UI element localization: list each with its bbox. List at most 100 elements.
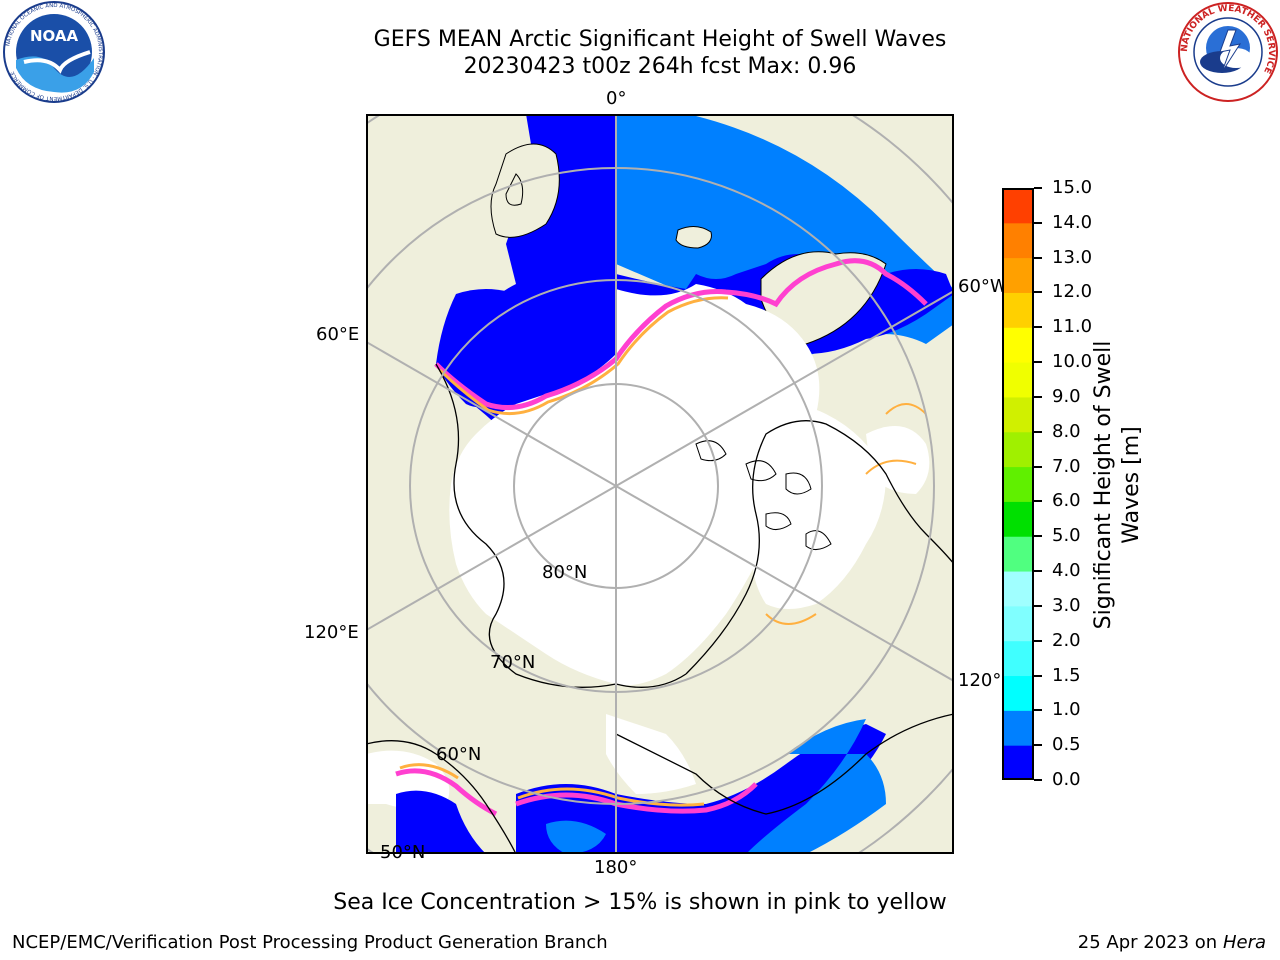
noaa-logo: NOAA NATIONAL OCEANIC AND ATMOSPHERIC AD… bbox=[3, 1, 105, 103]
swell-pacific-patches bbox=[546, 820, 606, 854]
meridian-120e bbox=[366, 485, 617, 632]
colorbar-tick-label: 4.0 bbox=[1052, 560, 1081, 582]
colorbar-tick-mark bbox=[1034, 361, 1042, 364]
colorbar-segment bbox=[1002, 745, 1034, 780]
colorbar-tick-mark bbox=[1034, 465, 1042, 468]
colorbar-tick-mark bbox=[1034, 187, 1042, 189]
colorbar-segment bbox=[1002, 536, 1034, 572]
sea-ice-note: Sea Ice Concentration > 15% is shown in … bbox=[333, 890, 947, 915]
colorbar-title-line1: Significant Height of Swell bbox=[1091, 340, 1116, 630]
ice-edge-atlantic-inner bbox=[438, 296, 729, 416]
credit-right: 25 Apr 2023 on Hera bbox=[1078, 932, 1266, 953]
arctic-sea-ice bbox=[449, 284, 820, 686]
colorbar-tick-mark bbox=[1034, 674, 1042, 677]
bering-ice bbox=[606, 714, 696, 794]
colorbar-tick-label: 14.0 bbox=[1052, 211, 1093, 233]
colorbar-segment bbox=[1002, 571, 1034, 607]
colorbar-tick-label: 15.0 bbox=[1052, 177, 1093, 198]
colorbar-segment bbox=[1002, 640, 1034, 677]
colorbar-tick-label: 6.0 bbox=[1052, 490, 1081, 512]
colorbar-tick-mark bbox=[1034, 639, 1042, 642]
colorbar-segment bbox=[1002, 605, 1034, 642]
ice-edge-pacific-inner bbox=[399, 763, 705, 807]
colorbar-tick-label: 9.0 bbox=[1052, 385, 1081, 407]
colorbar-tick-label: 0.5 bbox=[1052, 734, 1081, 756]
iceland bbox=[675, 226, 712, 249]
polar-map bbox=[366, 114, 954, 854]
colorbar-segment bbox=[1002, 466, 1034, 502]
colorbar-segment bbox=[1002, 675, 1034, 711]
coastline-alaska bbox=[615, 713, 954, 815]
canadian-archipelago-ice bbox=[746, 404, 886, 609]
swell-north-atlantic-dark bbox=[436, 114, 954, 434]
colorbar-tick-label: 13.0 bbox=[1052, 246, 1093, 268]
colorbar bbox=[1002, 188, 1034, 780]
colorbar-segment bbox=[1002, 257, 1034, 293]
lat-label-50: 50°N bbox=[380, 842, 426, 863]
colorbar-segment bbox=[1002, 292, 1034, 328]
graticule bbox=[366, 114, 954, 854]
colorbar-tick-label: 2.0 bbox=[1052, 629, 1081, 651]
coastline-asia-pacific bbox=[366, 740, 517, 854]
colorbar-tick-label: 1.0 bbox=[1052, 699, 1081, 721]
colorbar-title: Significant Height of Swell Waves [m] bbox=[1090, 320, 1146, 650]
colorbar-tick-label: 10.0 bbox=[1052, 351, 1093, 373]
map-subtitle: 20230423 t00z 264h fcst Max: 0.96 bbox=[463, 54, 857, 79]
ice-edge-atlantic bbox=[434, 258, 928, 411]
colorbar-tick-mark bbox=[1034, 604, 1042, 607]
colorbar-tick-label: 11.0 bbox=[1052, 316, 1093, 338]
colorbar-segment bbox=[1002, 396, 1034, 433]
meridian-120w bbox=[615, 485, 954, 683]
lon-label-180: 180° bbox=[594, 857, 638, 878]
colorbar-tick-mark bbox=[1034, 326, 1042, 329]
swell-barents bbox=[436, 289, 556, 408]
colorbar-tick-mark bbox=[1034, 500, 1042, 503]
coastline-canada-islands bbox=[695, 440, 832, 550]
uk bbox=[505, 173, 524, 206]
colorbar-segment bbox=[1002, 188, 1034, 224]
ice-edge-pacific bbox=[395, 768, 758, 817]
coastline-north-america bbox=[685, 420, 954, 675]
lon-label-60w: 60°W bbox=[958, 276, 1008, 297]
colorbar-tick-mark bbox=[1034, 256, 1042, 259]
colorbar-border bbox=[1002, 188, 1034, 780]
swell-north-pacific-light bbox=[746, 719, 886, 854]
lat-label-60: 60°N bbox=[436, 744, 482, 765]
colorbar-tick-label: 1.5 bbox=[1052, 664, 1081, 686]
colorbar-tick-mark bbox=[1034, 221, 1042, 224]
map-border bbox=[366, 114, 954, 854]
credit-host: Hera bbox=[1222, 932, 1266, 953]
colorbar-segment bbox=[1002, 431, 1034, 468]
colorbar-segment bbox=[1002, 501, 1034, 537]
colorbar-segment bbox=[1002, 222, 1034, 259]
colorbar-segment bbox=[1002, 362, 1034, 398]
colorbar-tick-mark bbox=[1034, 395, 1042, 398]
lon-label-60e: 60°E bbox=[316, 324, 360, 345]
colorbar-segment bbox=[1002, 710, 1034, 746]
lon-label-0: 0° bbox=[606, 88, 627, 109]
colorbar-tick-label: 5.0 bbox=[1052, 525, 1081, 547]
colorbar-title-line2: Waves [m] bbox=[1119, 426, 1144, 544]
ice-edge-hudson bbox=[765, 403, 927, 625]
lon-label-120e: 120°E bbox=[304, 622, 359, 643]
colorbar-tick-mark bbox=[1034, 744, 1042, 747]
scandinavia bbox=[490, 143, 560, 238]
credit-left: NCEP/EMC/Verification Post Processing Pr… bbox=[12, 932, 608, 953]
noaa-logo-text: NOAA bbox=[30, 27, 79, 45]
colorbar-tick-mark bbox=[1034, 709, 1042, 712]
credit-date: 25 Apr 2023 on bbox=[1077, 932, 1218, 953]
nws-logo: NATIONAL WEATHER SERVICE bbox=[1178, 2, 1278, 102]
colorbar-tick-label: 12.0 bbox=[1052, 281, 1093, 303]
lat-label-80: 80°N bbox=[542, 562, 588, 583]
colorbar-tick-mark bbox=[1034, 291, 1042, 294]
meridian-60w bbox=[615, 289, 954, 487]
colorbar-tick-mark bbox=[1034, 570, 1042, 573]
lat-label-70: 70°N bbox=[490, 652, 536, 673]
colorbar-tick-label: 7.0 bbox=[1052, 455, 1081, 477]
colorbar-segment bbox=[1002, 327, 1034, 363]
colorbar-tick-label: 8.0 bbox=[1052, 420, 1081, 442]
map-title: GEFS MEAN Arctic Significant Height of S… bbox=[373, 27, 947, 52]
colorbar-tick-label: 3.0 bbox=[1052, 594, 1081, 616]
colorbar-tick-mark bbox=[1034, 430, 1042, 433]
colorbar-tick-mark bbox=[1034, 535, 1042, 538]
